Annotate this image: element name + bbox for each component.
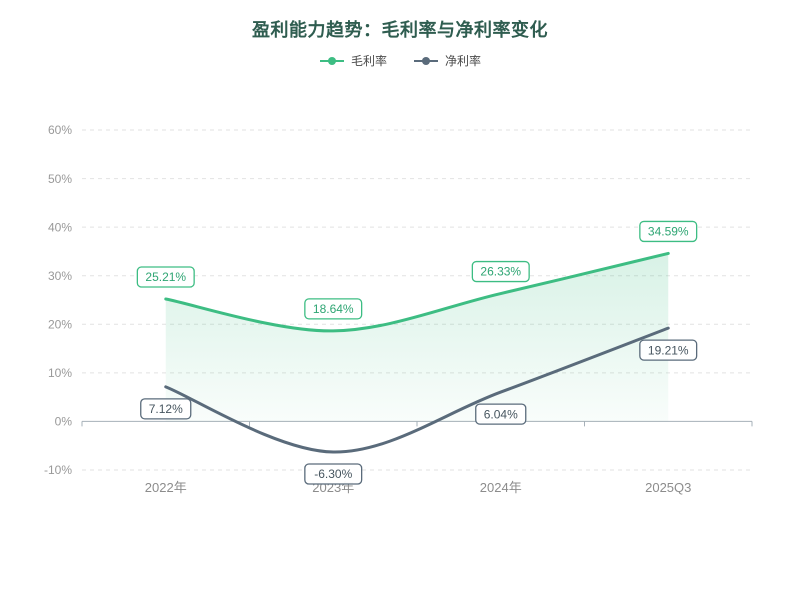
- chart-title: 盈利能力趋势：毛利率与净利率变化: [252, 20, 548, 40]
- data-label-text: 34.59%: [648, 225, 689, 239]
- gross-margin-line[interactable]: [164, 251, 670, 333]
- data-label: 6.04%: [475, 403, 527, 425]
- data-label-box: [475, 403, 527, 425]
- data-label: 18.64%: [304, 298, 363, 320]
- legend-label-net-margin: 净利率: [445, 54, 482, 68]
- y-tick-label: 40%: [48, 220, 72, 234]
- data-label-text: -6.30%: [314, 467, 352, 481]
- y-tick-label: 0%: [55, 415, 73, 429]
- data-label-text: 26.33%: [480, 265, 521, 279]
- line-circle-marker-icon: [413, 55, 439, 67]
- y-tick-label: 10%: [48, 366, 72, 380]
- y-tick-label: 60%: [48, 123, 72, 137]
- data-label-box: [639, 220, 698, 243]
- data-label-box: [304, 463, 363, 485]
- data-label-box: [140, 398, 192, 420]
- data-label-box: [639, 339, 698, 361]
- net-margin-line[interactable]: [164, 326, 670, 454]
- data-label: 7.12%: [140, 398, 192, 420]
- data-label-text: 19.21%: [648, 343, 689, 357]
- legend-item-net-margin[interactable]: 净利率: [413, 52, 481, 69]
- x-tick-label: 2024年: [480, 480, 522, 495]
- y-tick-label: 30%: [48, 269, 72, 283]
- data-label: 25.21%: [136, 266, 195, 288]
- data-label-text: 25.21%: [145, 270, 186, 284]
- data-label-text: 7.12%: [149, 402, 183, 416]
- data-label: 34.59%: [639, 220, 698, 243]
- data-label-box: [471, 260, 530, 283]
- legend: 毛利率 净利率: [0, 52, 800, 69]
- y-tick-label: 20%: [48, 317, 72, 331]
- legend-item-gross-margin[interactable]: 毛利率: [319, 52, 387, 69]
- x-tick-label: 2022年: [145, 480, 187, 495]
- data-label: -6.30%: [304, 463, 363, 485]
- y-tick-label: 50%: [48, 172, 72, 186]
- data-label-box: [136, 266, 195, 288]
- legend-label-gross-margin: 毛利率: [350, 54, 387, 68]
- data-label: 26.33%: [471, 260, 530, 283]
- line-circle-marker-icon: [319, 55, 345, 67]
- data-label-text: 18.64%: [313, 302, 354, 316]
- data-label-text: 6.04%: [484, 407, 518, 421]
- area-fill: [165, 253, 669, 422]
- y-tick-label: -10%: [44, 463, 72, 477]
- data-label: 19.21%: [639, 339, 698, 361]
- data-label-box: [304, 298, 363, 320]
- x-tick-label: 2025Q3: [645, 480, 691, 495]
